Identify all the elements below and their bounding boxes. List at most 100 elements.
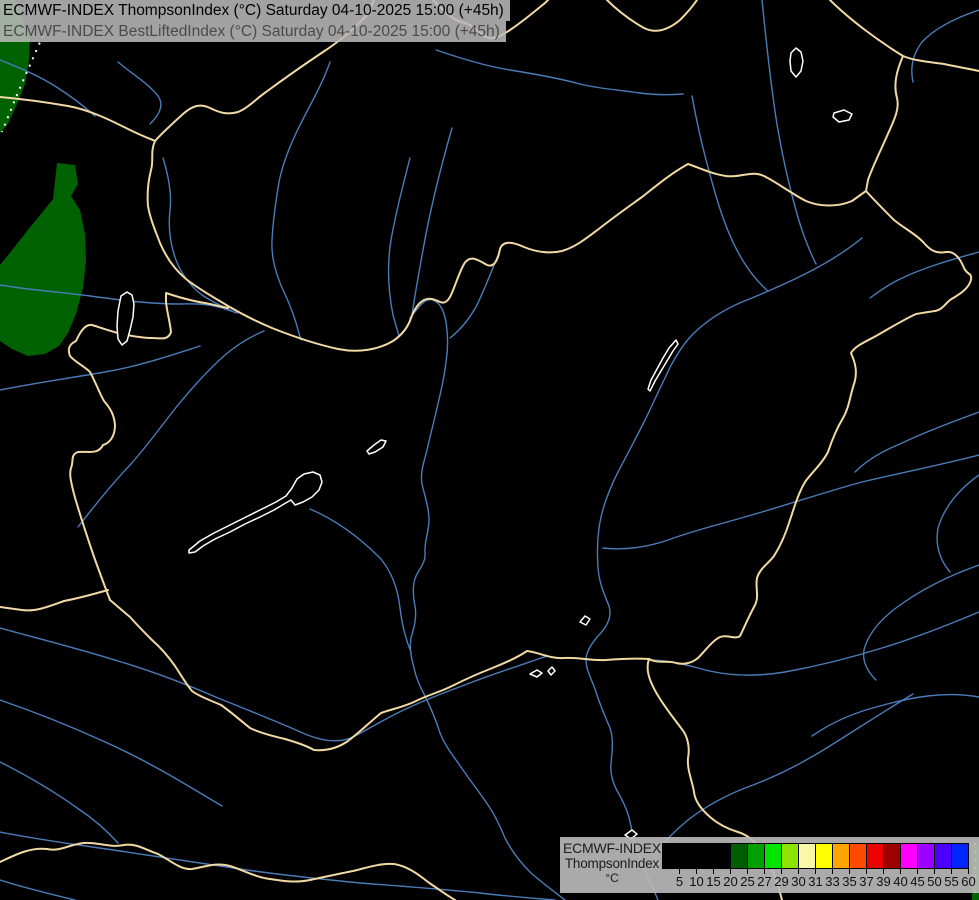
lake-balaton [188,471,323,554]
legend-parameter-label: ThompsonIndex [564,856,660,871]
legend-labels: 5 10 15 20 25 27 29 30 31 33 35 37 39 40 45 50 55 60 [662,874,976,889]
river-raba [77,330,265,528]
legend-color-box [816,843,833,869]
lake-zemplinska [789,47,804,78]
legend-value-label: 40 [893,874,908,889]
lake-tiny-3 [579,615,591,626]
river-drava [0,627,549,742]
river-mura [0,699,223,807]
legend-value-label: 5 [675,874,684,889]
legend-tick [662,869,680,874]
river-se-2 [862,564,979,681]
legend-tick [918,869,935,874]
legend-color-box [765,843,782,869]
legend-text-block: ECMWF-INDEX ThompsonIndex °C [562,840,662,885]
border-czech-slovakia [154,0,375,142]
legend-value-label: 55 [944,874,959,889]
river-hernad [761,0,817,265]
lake-velence [366,439,387,455]
river-danube-main [409,298,566,900]
legend-panel: ECMWF-INDEX ThompsonIndex °C 5 10 15 20 25 27… [560,837,979,893]
legend-value-label: 27 [757,874,772,889]
lake-ne-small [832,109,853,123]
legend-color-box [731,843,748,869]
legend-unit-label: °C [605,871,619,885]
lake-tiny-1 [529,669,543,678]
river-sw-tributary [0,761,119,844]
legend-tick [850,869,867,874]
river-vah [271,61,331,341]
legend-color-box [680,843,697,869]
legend-tick [799,869,816,874]
river-raba-branch [0,345,201,391]
legend-tick [935,869,952,874]
legend-color-box [935,843,952,869]
river-ne-corner [911,9,979,83]
legend-tick [714,869,731,874]
legend-tick [697,869,714,874]
river-tisza [585,237,863,900]
index-shaded-area-alps [0,163,86,356]
legend-tick [952,869,969,874]
legend-color-box [901,843,918,869]
lake-neusiedl [116,291,135,346]
border-austria-hungary [67,292,229,601]
legend-value-label: 20 [723,874,738,889]
river-bodrog [691,95,769,292]
legend-value-label: 45 [910,874,925,889]
river-koros-1 [602,454,979,550]
legend-tick [765,869,782,874]
legend-color-box [867,843,884,869]
legend-value-label: 30 [791,874,806,889]
legend-value-label: 10 [689,874,704,889]
legend-value-label: 37 [859,874,874,889]
legend-boxes [662,843,969,869]
legend-tick [884,869,901,874]
legend-value-label: 15 [706,874,721,889]
river-szamos [869,251,979,299]
border-hungary-south [109,599,650,752]
border-slovakia-hungary [146,140,867,352]
legend-color-box [662,843,680,869]
legend-color-box [952,843,969,869]
river-ipoly [449,249,501,339]
legend-value-label: 31 [808,874,823,889]
legend-color-box [850,843,867,869]
legend-value-label: 29 [774,874,789,889]
legend-value-label: 35 [842,874,857,889]
river-morava [162,157,233,312]
legend-color-box [884,843,901,869]
river-sio [309,508,412,653]
legend-value-label: 33 [825,874,840,889]
legend-tick [782,869,799,874]
legend-color-box [697,843,714,869]
border-slovenia-spur [0,589,109,612]
legend-color-box [799,843,816,869]
legend-tick [901,869,918,874]
border-poland-slovakia-east [606,0,698,32]
legend-value-label: 25 [740,874,755,889]
river-maros [647,611,979,676]
legend-value-label: 60 [961,874,976,889]
legend-tick [816,869,833,874]
legend-value-label: 39 [876,874,891,889]
river-upper-vah [435,49,684,96]
legend-color-box [782,843,799,869]
lakes [116,47,853,840]
lake-tiny-2 [547,666,556,676]
river-czech-1 [0,59,96,117]
legend-tick [748,869,765,874]
lake-tisza [647,339,679,392]
river-se-1 [936,474,979,573]
river-nitra [411,127,453,316]
legend-color-box [748,843,765,869]
legend-color-box [833,843,850,869]
river-sava [0,831,556,900]
legend-color-box [714,843,731,869]
legend-product-label: ECMWF-INDEX [562,840,662,856]
legend-color-box [918,843,935,869]
map-title-best-lifted-index: ECMWF-INDEX BestLiftedIndex (°C) Saturda… [0,21,506,42]
